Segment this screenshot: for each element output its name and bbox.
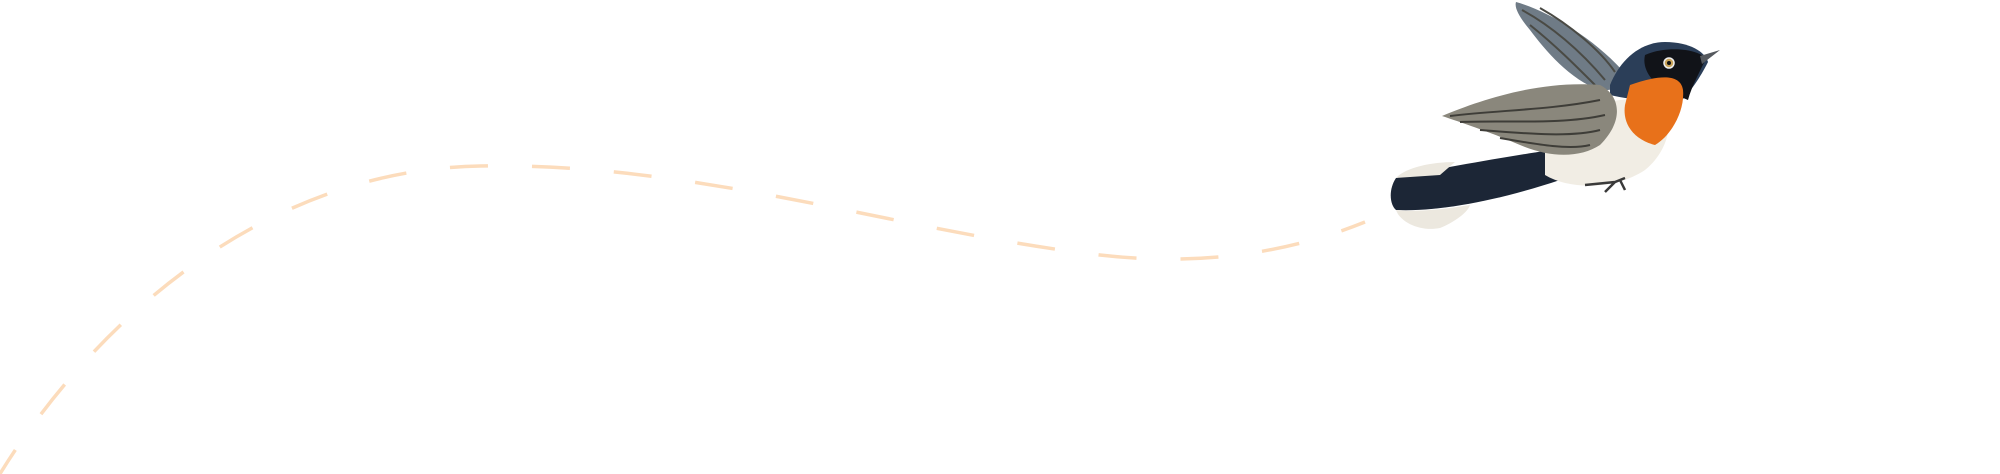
lower-wing-feathers bbox=[1449, 99, 1606, 149]
bird-lower-wing bbox=[1442, 84, 1617, 155]
bird-tail-white-tips bbox=[1396, 162, 1470, 229]
bird-pupil bbox=[1667, 61, 1671, 65]
bird-throat bbox=[1624, 77, 1684, 145]
dashed-flight-path bbox=[0, 164, 1366, 474]
bird-feet bbox=[1584, 176, 1627, 193]
bird-icon bbox=[1390, 2, 1720, 229]
upper-wing-feathers bbox=[1521, 7, 1616, 86]
bird-beak bbox=[1700, 50, 1720, 64]
bird-upper-wing bbox=[1515, 2, 1625, 91]
bird-tail bbox=[1390, 150, 1560, 211]
